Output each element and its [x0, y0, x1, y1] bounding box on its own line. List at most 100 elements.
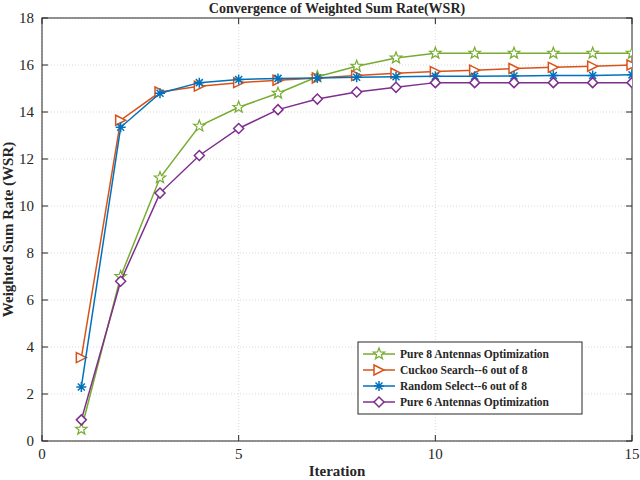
- legend-box: [358, 342, 582, 414]
- series: [76, 60, 632, 363]
- point-marker: [391, 82, 401, 92]
- point-marker: [312, 73, 322, 83]
- chart: 051015024681012141618Convergence of Weig…: [0, 0, 640, 480]
- y-tick: [626, 300, 632, 301]
- point-marker: [470, 78, 480, 88]
- y-tick: [626, 206, 632, 207]
- x-tick: [435, 18, 436, 24]
- y-tick: [626, 112, 632, 113]
- legend-marker: [374, 397, 384, 407]
- y-tick: [626, 159, 632, 160]
- x-tick: [632, 435, 633, 441]
- y-axis-label: Weighted Sum Rate (WSR): [0, 142, 17, 317]
- point-marker: [626, 47, 632, 58]
- y-tick: [42, 441, 48, 442]
- y-tick: [42, 300, 48, 301]
- point-marker: [548, 47, 559, 58]
- point-marker: [508, 47, 519, 58]
- x-axis-label: Iteration: [309, 463, 366, 479]
- point-marker: [430, 78, 440, 88]
- legend-label: Random Select--6 out of 8: [400, 380, 527, 392]
- y-tick: [42, 112, 48, 113]
- series-group: [76, 47, 632, 434]
- point-marker: [154, 172, 165, 183]
- y-tick: [626, 394, 632, 395]
- point-marker: [194, 150, 204, 160]
- x-tick: [238, 18, 239, 24]
- point-marker: [627, 78, 632, 88]
- y-tick: [626, 347, 632, 348]
- x-tick: [42, 435, 43, 441]
- y-tick: [626, 253, 632, 254]
- grid-line: [42, 65, 632, 66]
- y-tick: [42, 253, 48, 254]
- y-tick: [42, 394, 48, 395]
- point-marker: [234, 123, 244, 133]
- point-marker: [548, 78, 558, 88]
- point-marker: [627, 60, 632, 70]
- legend-label: Pure 6 Antennas Optimization: [400, 396, 550, 409]
- series-line: [81, 83, 632, 420]
- x-tick-label: 15: [625, 446, 640, 462]
- point-marker: [76, 415, 86, 425]
- legend-marker: [373, 348, 384, 359]
- y-tick: [42, 159, 48, 160]
- point-marker: [469, 47, 480, 58]
- point-marker: [352, 72, 362, 82]
- series-line: [81, 75, 632, 387]
- y-tick-label: 8: [27, 245, 35, 261]
- legend-entry: Random Select--6 out of 8: [363, 380, 527, 392]
- grid-line: [42, 159, 632, 160]
- point-marker: [155, 188, 165, 198]
- legend-entry: Pure 8 Antennas Optimization: [363, 348, 550, 361]
- point-marker: [194, 120, 205, 131]
- x-tick: [42, 18, 43, 24]
- y-tick-label: 2: [27, 386, 35, 402]
- y-tick: [42, 206, 48, 207]
- y-tick: [42, 18, 48, 19]
- y-tick: [626, 18, 632, 19]
- legend: Pure 8 Antennas OptimizationCuckoo Searc…: [358, 342, 582, 414]
- y-tick-label: 16: [19, 57, 35, 73]
- point-marker: [273, 105, 283, 115]
- axes: 051015024681012141618: [19, 10, 640, 462]
- y-tick-label: 10: [19, 198, 34, 214]
- x-tick-label: 5: [235, 446, 243, 462]
- series: [76, 47, 632, 434]
- series-line: [81, 53, 632, 429]
- point-marker: [272, 87, 283, 98]
- point-marker: [234, 75, 244, 85]
- series-line: [81, 65, 632, 358]
- legend-label: Pure 8 Antennas Optimization: [400, 348, 550, 361]
- point-marker: [312, 94, 322, 104]
- x-tick: [238, 435, 239, 441]
- point-marker: [155, 88, 165, 98]
- point-marker: [588, 78, 598, 88]
- point-marker: [351, 60, 362, 71]
- point-marker: [509, 78, 519, 88]
- y-tick: [42, 347, 48, 348]
- point-marker: [76, 382, 86, 392]
- legend-marker: [374, 365, 384, 375]
- point-marker: [352, 87, 362, 97]
- legend-marker: [374, 381, 384, 391]
- x-tick: [632, 18, 633, 24]
- y-tick-label: 0: [27, 433, 35, 449]
- series: [76, 78, 632, 425]
- point-marker: [391, 72, 401, 82]
- point-marker: [587, 47, 598, 58]
- y-tick-label: 6: [27, 292, 35, 308]
- x-tick: [435, 435, 436, 441]
- y-tick-label: 18: [19, 10, 34, 26]
- point-marker: [194, 78, 204, 88]
- grid-line: [42, 206, 632, 207]
- grid: [42, 18, 632, 441]
- point-marker: [233, 101, 244, 112]
- point-marker: [588, 61, 598, 71]
- point-marker: [116, 276, 126, 286]
- x-tick-label: 0: [38, 446, 46, 462]
- y-tick: [626, 441, 632, 442]
- frame: [42, 18, 632, 441]
- y-tick-label: 12: [19, 151, 34, 167]
- point-marker: [116, 122, 126, 132]
